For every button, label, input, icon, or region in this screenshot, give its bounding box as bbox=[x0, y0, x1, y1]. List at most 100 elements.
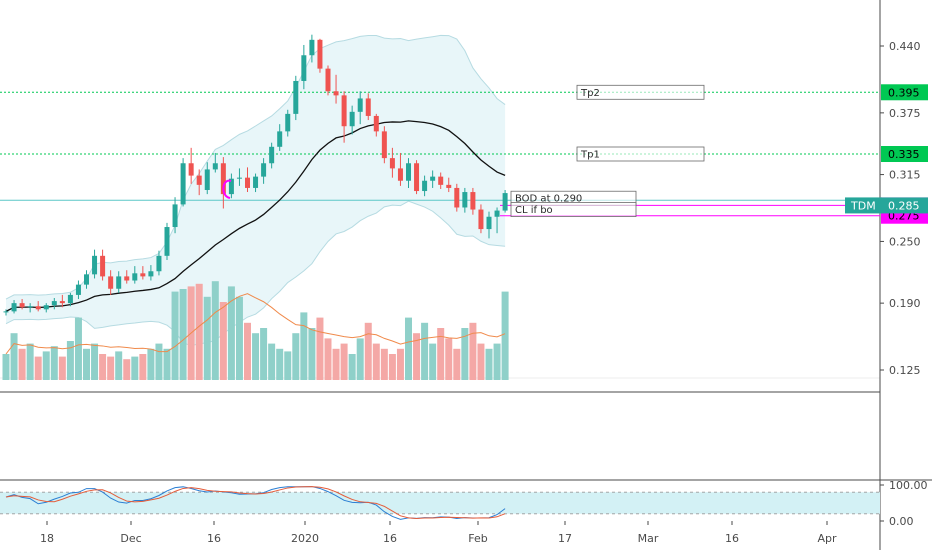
candle-body bbox=[132, 273, 138, 281]
volume-bar bbox=[276, 348, 284, 380]
candle-body bbox=[397, 168, 403, 181]
annotation-box bbox=[576, 146, 705, 162]
volume-bar bbox=[340, 343, 348, 380]
candle-body bbox=[389, 158, 395, 169]
volume-bar bbox=[461, 328, 469, 380]
volume-bar bbox=[2, 354, 10, 380]
band-upper-line bbox=[5, 34, 506, 300]
volume-bar bbox=[147, 348, 155, 380]
last-price-tag bbox=[881, 197, 928, 214]
annotation-label: Tp2 bbox=[580, 88, 600, 99]
volume-bar bbox=[445, 338, 453, 380]
candle-body bbox=[92, 255, 98, 275]
volume-bar bbox=[171, 291, 179, 380]
candle-body bbox=[430, 176, 436, 181]
volume-bar bbox=[388, 354, 396, 380]
candle-body bbox=[43, 305, 49, 310]
volume-bar bbox=[477, 343, 485, 380]
volume-bar bbox=[10, 333, 18, 380]
candle-body bbox=[75, 284, 81, 295]
candle-body bbox=[164, 227, 170, 256]
candle-body bbox=[301, 55, 307, 81]
candle-body bbox=[261, 163, 267, 177]
annotation-box bbox=[510, 202, 637, 217]
annotation-label: Tp1 bbox=[580, 150, 600, 161]
x-tick-label: 16 bbox=[207, 532, 221, 545]
candle-body bbox=[84, 274, 89, 285]
volume-bar bbox=[83, 348, 90, 380]
osc-tick-label: 0.00 bbox=[889, 515, 914, 528]
candle-body bbox=[253, 176, 259, 188]
volume-bar bbox=[413, 333, 421, 380]
volume-bar bbox=[421, 322, 429, 380]
candle-body bbox=[438, 176, 444, 185]
candle-body bbox=[228, 178, 234, 195]
x-tick-label: Dec bbox=[120, 532, 141, 545]
ma-line bbox=[5, 120, 506, 312]
candle-body bbox=[494, 210, 500, 217]
candle-body bbox=[27, 306, 33, 308]
candle-body bbox=[486, 216, 492, 230]
candle-body bbox=[11, 303, 17, 312]
x-tick-label: Feb bbox=[468, 532, 487, 545]
candle-body bbox=[325, 68, 331, 92]
volume-bar bbox=[260, 328, 268, 380]
x-tick-label: 2020 bbox=[291, 532, 319, 545]
volume-bar bbox=[356, 338, 364, 380]
annotation-box bbox=[576, 84, 705, 100]
osc-d-line bbox=[5, 486, 506, 520]
x-tick-label: Apr bbox=[817, 532, 837, 545]
volume-bar bbox=[58, 356, 66, 380]
candle-body bbox=[422, 180, 428, 192]
volume-bar bbox=[34, 356, 42, 380]
candle-body bbox=[172, 204, 178, 228]
x-tick-label: Mar bbox=[638, 532, 659, 545]
volume-bar bbox=[372, 343, 380, 380]
volume-bar bbox=[316, 317, 324, 380]
candle-body bbox=[35, 306, 41, 310]
y-tick-label: 0.440 bbox=[889, 40, 921, 53]
candle-body bbox=[116, 276, 122, 289]
volume-bar bbox=[107, 356, 115, 380]
candle-body bbox=[140, 273, 146, 277]
osc-band bbox=[0, 492, 880, 514]
symbol-label: TDM bbox=[850, 199, 876, 212]
candle-body bbox=[357, 98, 363, 112]
candle-body bbox=[204, 169, 210, 190]
candle-body bbox=[365, 98, 371, 116]
candle-body bbox=[462, 192, 468, 208]
volume-bar bbox=[66, 341, 74, 380]
last-price-label: 0.285 bbox=[888, 199, 920, 212]
y-tick-label: 0.250 bbox=[889, 235, 921, 248]
volume-bar bbox=[42, 351, 50, 380]
candles bbox=[3, 34, 508, 316]
volume-bar bbox=[74, 317, 82, 380]
volume-bar bbox=[18, 348, 26, 380]
x-tick-label: 17 bbox=[558, 532, 572, 545]
volume-bar bbox=[308, 328, 316, 380]
candle-body bbox=[446, 184, 452, 188]
candle-body bbox=[220, 163, 226, 195]
volume-bar bbox=[131, 356, 139, 380]
osc-tick-label: 100.00 bbox=[889, 479, 928, 492]
candle-body bbox=[406, 163, 411, 181]
candle-body bbox=[180, 163, 186, 205]
volume-bar bbox=[437, 328, 445, 380]
moving-average bbox=[5, 120, 506, 312]
volume-bar bbox=[139, 354, 147, 380]
x-tick-label: 16 bbox=[383, 532, 397, 545]
volume-bar bbox=[219, 302, 227, 380]
price-axis[interactable]: 0.440 0.375 0.315 0.250 0.190 0.125 bbox=[880, 40, 921, 377]
price-tag-label: 0.335 bbox=[888, 148, 920, 161]
candle-body bbox=[317, 39, 323, 69]
annotation-label: CL if bo bbox=[515, 205, 553, 216]
volume-bar bbox=[179, 289, 187, 380]
volume-bar bbox=[26, 343, 34, 380]
time-axis[interactable]: 18 Dec 16 2020 16 Feb 17 Mar 16 Apr bbox=[40, 521, 837, 545]
symbol-tag bbox=[845, 197, 882, 214]
volume-bar bbox=[155, 343, 163, 380]
candle-body bbox=[478, 209, 484, 230]
